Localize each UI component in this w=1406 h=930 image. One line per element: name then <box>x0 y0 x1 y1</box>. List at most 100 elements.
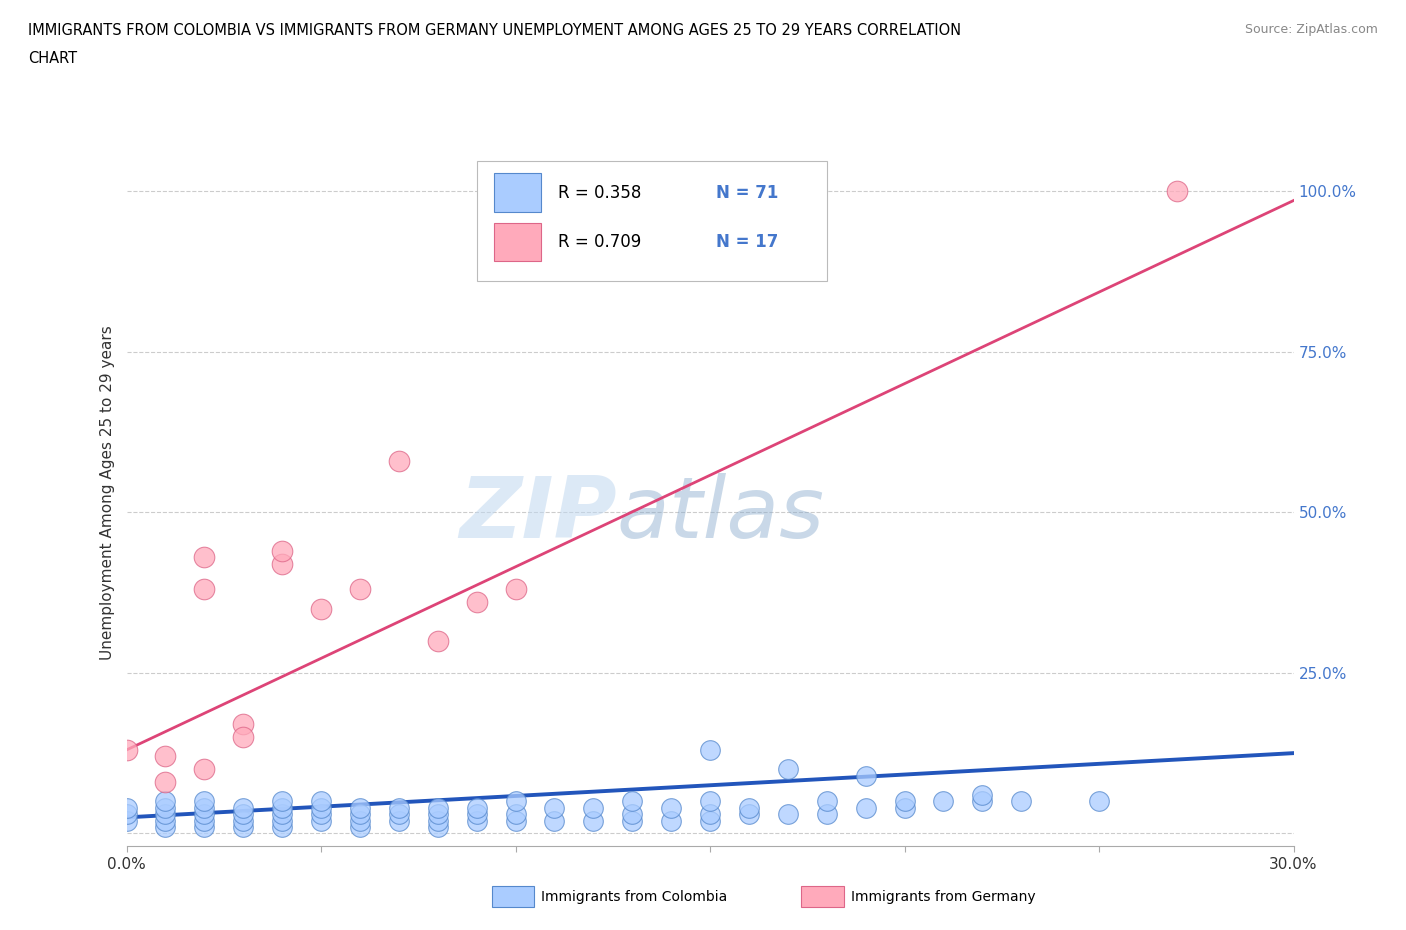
Point <box>426 813 449 828</box>
Point <box>855 801 877 816</box>
Point <box>505 806 527 821</box>
Point <box>893 801 915 816</box>
Point <box>193 813 215 828</box>
Point <box>349 813 371 828</box>
Point <box>621 794 644 809</box>
Point <box>155 819 177 834</box>
Point <box>659 813 682 828</box>
Point <box>232 717 254 732</box>
Point <box>582 801 605 816</box>
Point <box>815 806 838 821</box>
Point <box>349 582 371 597</box>
Point <box>1010 794 1032 809</box>
Point <box>309 813 332 828</box>
Point <box>349 806 371 821</box>
Point <box>699 742 721 757</box>
Point <box>1166 183 1188 198</box>
Point <box>193 762 215 777</box>
Point <box>309 601 332 616</box>
Point <box>193 794 215 809</box>
Point <box>776 762 799 777</box>
Point <box>115 813 138 828</box>
Point <box>193 801 215 816</box>
Point <box>621 806 644 821</box>
Point <box>388 453 411 468</box>
Point <box>426 806 449 821</box>
Point <box>465 806 488 821</box>
Point <box>543 801 565 816</box>
Point <box>699 813 721 828</box>
Point <box>155 801 177 816</box>
Point <box>426 801 449 816</box>
Point <box>699 794 721 809</box>
Point <box>855 768 877 783</box>
Point <box>388 813 411 828</box>
Text: N = 71: N = 71 <box>716 183 779 202</box>
Point <box>232 813 254 828</box>
Point <box>621 813 644 828</box>
Point <box>543 813 565 828</box>
FancyBboxPatch shape <box>477 161 827 281</box>
Point <box>699 806 721 821</box>
Point <box>193 582 215 597</box>
Point <box>309 794 332 809</box>
Point <box>738 801 761 816</box>
Point <box>232 801 254 816</box>
Point <box>155 794 177 809</box>
Point <box>815 794 838 809</box>
Text: CHART: CHART <box>28 51 77 66</box>
Point <box>193 806 215 821</box>
Text: N = 17: N = 17 <box>716 233 779 251</box>
Point <box>193 550 215 565</box>
Text: Immigrants from Germany: Immigrants from Germany <box>851 890 1035 904</box>
Y-axis label: Unemployment Among Ages 25 to 29 years: Unemployment Among Ages 25 to 29 years <box>100 326 115 660</box>
Point <box>271 806 294 821</box>
Text: R = 0.709: R = 0.709 <box>558 233 641 251</box>
Point <box>155 749 177 764</box>
Point <box>465 594 488 609</box>
Point <box>776 806 799 821</box>
Point <box>115 742 138 757</box>
Point <box>388 806 411 821</box>
Point <box>271 819 294 834</box>
Point <box>271 556 294 571</box>
Point <box>232 819 254 834</box>
FancyBboxPatch shape <box>494 222 541 261</box>
Point <box>388 801 411 816</box>
Point <box>271 813 294 828</box>
Point <box>465 813 488 828</box>
Point <box>155 806 177 821</box>
Text: Source: ZipAtlas.com: Source: ZipAtlas.com <box>1244 23 1378 36</box>
Point <box>309 806 332 821</box>
Point <box>309 801 332 816</box>
FancyBboxPatch shape <box>494 173 541 212</box>
Point <box>972 788 994 803</box>
Point <box>193 819 215 834</box>
Point <box>1088 794 1111 809</box>
Point <box>232 730 254 745</box>
Point <box>155 775 177 790</box>
Point <box>972 794 994 809</box>
Point <box>232 806 254 821</box>
Point <box>271 801 294 816</box>
Text: IMMIGRANTS FROM COLOMBIA VS IMMIGRANTS FROM GERMANY UNEMPLOYMENT AMONG AGES 25 T: IMMIGRANTS FROM COLOMBIA VS IMMIGRANTS F… <box>28 23 962 38</box>
Point <box>893 794 915 809</box>
Point <box>349 801 371 816</box>
Point <box>932 794 955 809</box>
Text: atlas: atlas <box>617 472 825 555</box>
Point <box>426 633 449 648</box>
Point <box>505 582 527 597</box>
Point <box>659 801 682 816</box>
Point <box>465 801 488 816</box>
Text: R = 0.358: R = 0.358 <box>558 183 641 202</box>
Point <box>349 819 371 834</box>
Point <box>505 813 527 828</box>
Point <box>155 813 177 828</box>
Text: Immigrants from Colombia: Immigrants from Colombia <box>541 890 727 904</box>
Point <box>738 806 761 821</box>
Point <box>582 813 605 828</box>
Point <box>426 819 449 834</box>
Point <box>271 794 294 809</box>
Text: ZIP: ZIP <box>458 472 617 555</box>
Point <box>115 801 138 816</box>
